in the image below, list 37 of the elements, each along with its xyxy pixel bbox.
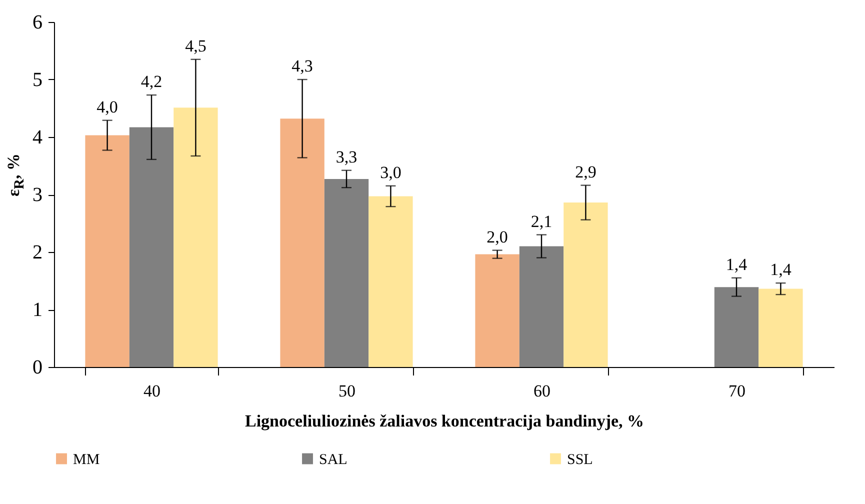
- bar: [129, 127, 174, 367]
- y-tick-label: 4: [32, 126, 42, 148]
- data-label: 1,4: [726, 254, 748, 274]
- bar: [368, 196, 413, 367]
- bar: [174, 108, 218, 367]
- data-label: 4,5: [185, 36, 206, 56]
- legend-label: SSL: [567, 452, 593, 468]
- data-label: 4,0: [96, 97, 118, 116]
- bar: [758, 288, 803, 367]
- y-tick-label: 5: [32, 69, 42, 91]
- bar: [714, 287, 759, 367]
- bar: [280, 118, 324, 367]
- data-label: 4,2: [140, 72, 162, 92]
- data-label: 3,0: [380, 162, 402, 182]
- x-tick-label: 40: [144, 382, 160, 400]
- y-tick-label: 1: [32, 299, 42, 321]
- bar: [85, 135, 130, 367]
- data-label: 2,1: [530, 212, 552, 231]
- x-axis-title: Lignoceliuliozinės žaliavos koncentracija bandinyje, %: [244, 412, 644, 430]
- data-label: 1,4: [770, 260, 792, 280]
- x-tick-label: 70: [728, 382, 746, 400]
- y-tick-label: 2: [32, 242, 42, 264]
- y-tick-label: 3: [32, 184, 42, 206]
- bar: [564, 202, 608, 367]
- x-tick-label: 50: [338, 382, 356, 400]
- y-tick-label: 0: [32, 356, 42, 378]
- data-label: 3,3: [336, 147, 358, 166]
- bar: [475, 254, 520, 367]
- legend-label: SAL: [319, 452, 348, 468]
- bar: [519, 246, 564, 367]
- data-label: 2,0: [486, 227, 508, 246]
- x-tick-label: 60: [534, 382, 550, 400]
- data-label: 2,9: [575, 162, 596, 182]
- data-label: 4,3: [292, 56, 313, 76]
- legend-label: MM: [73, 452, 100, 468]
- y-tick-label: 6: [32, 12, 42, 34]
- bar: [324, 178, 369, 367]
